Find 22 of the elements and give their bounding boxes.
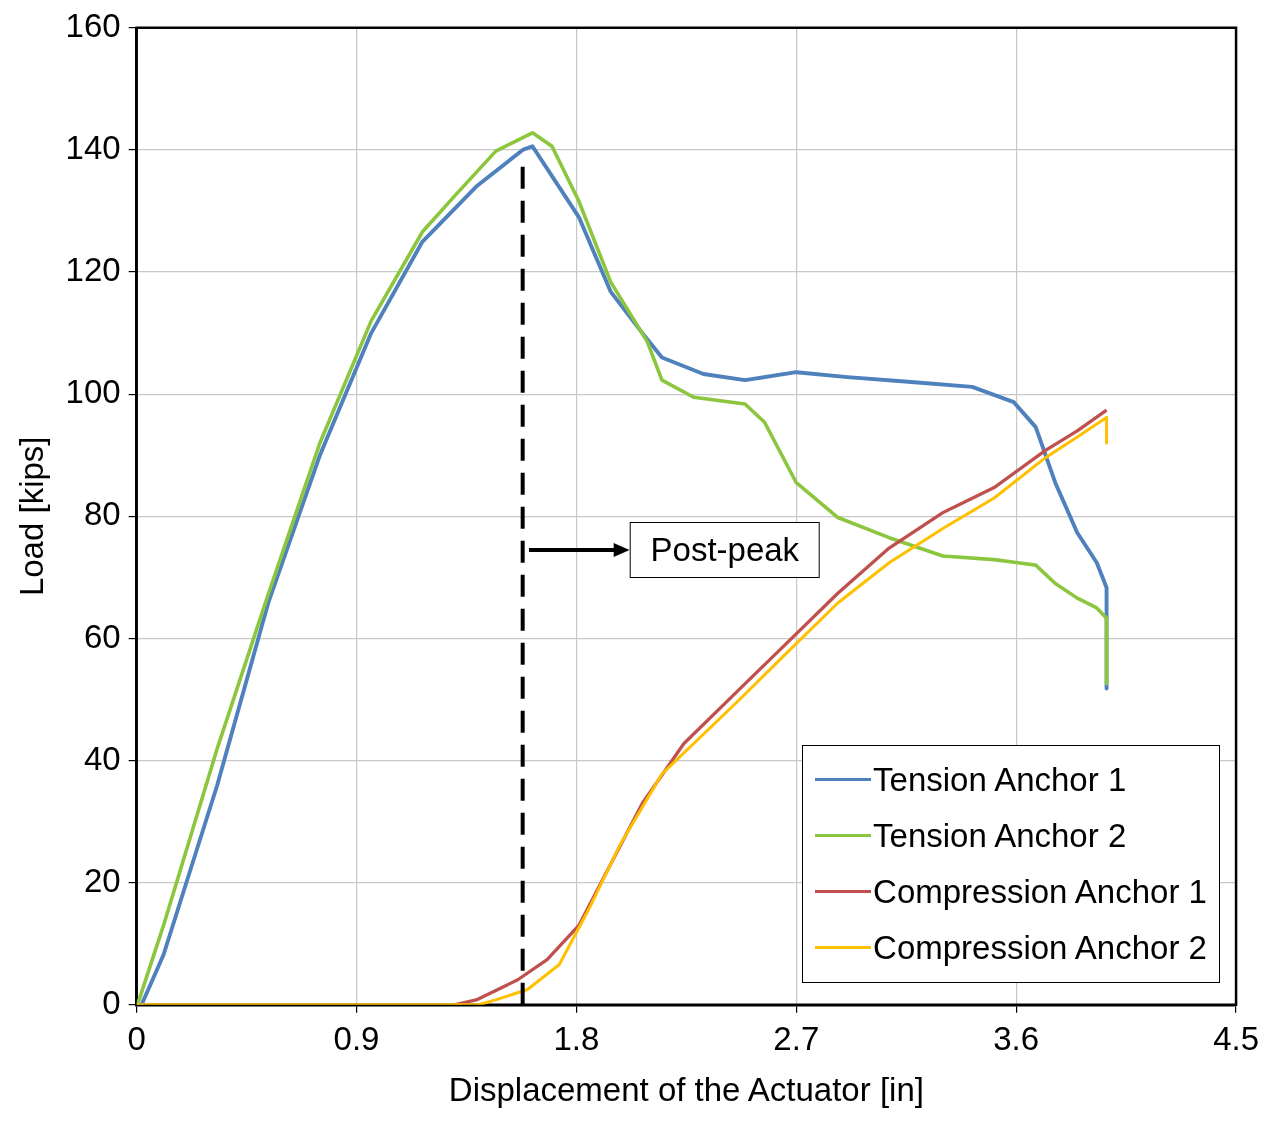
legend-label: Compression Anchor 2 [873, 928, 1207, 967]
y-tick-label: 60 [83, 617, 121, 655]
y-axis-title: Load [kips] [12, 436, 50, 597]
y-tick-label: 80 [83, 495, 121, 533]
x-tick-label: 2.7 [773, 1019, 820, 1057]
x-tick-label: 3.6 [993, 1019, 1040, 1057]
annotation: Post-peak [629, 522, 821, 579]
y-tick-label: 0 [102, 983, 121, 1021]
legend-label: Tension Anchor 1 [873, 760, 1127, 799]
x-axis-title: Displacement of the Actuator [in] [448, 1071, 924, 1109]
x-tick-label: 0 [127, 1019, 146, 1057]
x-tick-label: 0.9 [333, 1019, 380, 1057]
y-tick-label: 120 [65, 251, 121, 289]
x-tick-label: 4.5 [1213, 1019, 1259, 1057]
y-tick-label: 40 [83, 739, 121, 777]
y-tick-label: 140 [65, 129, 121, 167]
y-tick-label: 100 [65, 373, 121, 411]
x-tick-label: 1.8 [553, 1019, 600, 1057]
y-tick-label: 20 [83, 861, 121, 899]
legend-label: Compression Anchor 1 [873, 872, 1207, 911]
y-tick-label: 160 [65, 6, 121, 44]
legend-label: Tension Anchor 2 [873, 816, 1127, 855]
